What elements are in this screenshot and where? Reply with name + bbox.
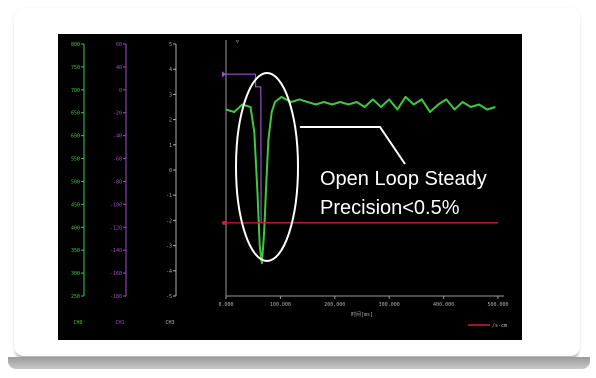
green-axis-tick-label: 450 xyxy=(71,202,80,208)
x-tick-label: 100.000 xyxy=(270,302,291,308)
white-axis-tick-label: 1 xyxy=(169,143,172,149)
purple-axis-tick-label: -100 xyxy=(110,202,122,208)
white-axis-tick-label: -5 xyxy=(166,294,172,300)
green-axis-tick-label: 500 xyxy=(71,179,80,185)
purple-axis-tick-label: -40 xyxy=(113,134,122,140)
green-axis-tick-label: 700 xyxy=(71,88,80,94)
command-marker xyxy=(222,71,226,78)
callout-leader-line xyxy=(300,126,406,165)
white-axis-tick-label: 4 xyxy=(169,67,172,73)
purple-axis-tick-label: -60 xyxy=(113,157,122,163)
green-axis-tick-label: 650 xyxy=(71,111,80,117)
green-axis-tick-label: 300 xyxy=(71,271,80,277)
green-axis-tick-label: 400 xyxy=(71,225,80,231)
white-axis-tick-label: 5 xyxy=(169,42,172,48)
x-tick-label: 400.000 xyxy=(433,302,454,308)
cursor-marker: ▽ xyxy=(236,39,239,45)
x-tick-label: 500.000 xyxy=(487,302,508,308)
white-axis-tick-label: -2 xyxy=(166,218,172,224)
white-axis-tick-label: -4 xyxy=(166,269,172,275)
oscilloscope-panel: 800 750 700 650 600 550 500 450 400 350 300 250 CH0 6… xyxy=(58,34,522,340)
white-axis-tick-label: -1 xyxy=(166,193,172,199)
purple-axis-tick-label: -180 xyxy=(110,294,122,300)
legend-label: /s-cm xyxy=(492,323,507,329)
purple-axis-footer: CH1 xyxy=(115,320,124,326)
callout-line-2: Precision<0.5% xyxy=(320,197,460,219)
green-axis-tick-label: 550 xyxy=(71,157,80,163)
white-axis-tick-label: 3 xyxy=(169,92,172,98)
purple-axis-tick-label: -160 xyxy=(110,271,122,277)
callout-line-1: Open Loop Steady xyxy=(320,168,487,190)
purple-axis-tick-label: 60 xyxy=(116,42,122,48)
green-axis-footer: CH0 xyxy=(73,320,82,326)
legend: /s-cm xyxy=(468,323,507,329)
purple-axis-tick-label: -120 xyxy=(110,225,122,231)
white-axis-footer: CH3 xyxy=(165,320,174,326)
purple-axis-tick-label: -20 xyxy=(113,111,122,117)
purple-axis-tick-label: 40 xyxy=(116,65,122,71)
green-axis-tick-label: 800 xyxy=(71,42,80,48)
purple-axis-tick-label: 0 xyxy=(119,88,122,94)
highlight-ellipse xyxy=(235,72,299,262)
x-axis-label: 时间[ms] xyxy=(351,311,373,318)
white-axis-tick-label: 2 xyxy=(169,118,172,124)
purple-axis-tick-label: -140 xyxy=(110,248,122,254)
x-tick-label: 300.000 xyxy=(379,302,400,308)
green-axis-tick-label: 750 xyxy=(71,65,80,71)
error-marker xyxy=(222,220,226,225)
card-shadow-band xyxy=(8,357,590,369)
purple-axis-tick-label: -80 xyxy=(113,179,122,185)
white-axis-tick-label: 0 xyxy=(169,168,172,174)
x-tick-label: 0.000 xyxy=(218,302,233,308)
white-axis-tick-label: -3 xyxy=(166,244,172,250)
waveform-chart: 800750700650600550500450400350300250CH06… xyxy=(71,39,509,329)
green-axis-tick-label: 350 xyxy=(71,248,80,254)
green-axis-tick-label: 600 xyxy=(71,134,80,140)
x-tick-label: 200.000 xyxy=(324,302,345,308)
green-axis-tick-label: 250 xyxy=(71,294,80,300)
